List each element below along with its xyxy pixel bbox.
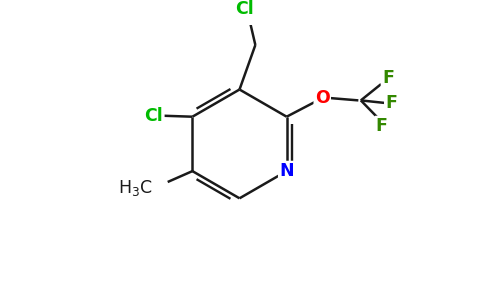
Text: O: O <box>315 89 330 107</box>
Text: F: F <box>382 69 394 87</box>
Text: Cl: Cl <box>144 107 163 125</box>
Text: F: F <box>386 94 397 112</box>
Text: F: F <box>376 117 388 135</box>
Text: N: N <box>279 162 294 180</box>
Text: Cl: Cl <box>235 0 254 18</box>
Text: H$_3$C: H$_3$C <box>118 178 153 198</box>
